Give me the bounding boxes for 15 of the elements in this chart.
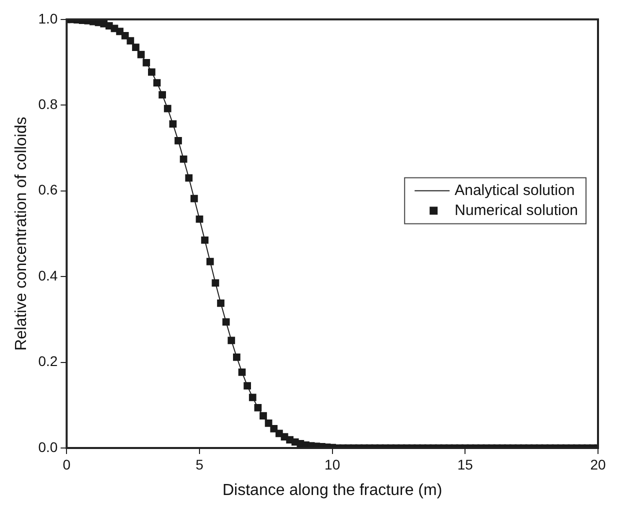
x-tick-label: 0 <box>62 456 71 472</box>
y-tick-label: 0.6 <box>38 182 58 198</box>
legend-label: Analytical solution <box>454 182 575 199</box>
y-tick-label: 0.0 <box>38 438 58 455</box>
y-tick-label: 0.2 <box>38 353 58 370</box>
y-axis-title: Relative concentration of colloids <box>13 116 30 351</box>
y-tick-label: 0.8 <box>38 96 58 112</box>
y-tick-label: 0.4 <box>38 267 58 284</box>
x-tick-label: 20 <box>590 456 606 472</box>
x-tick-label: 10 <box>324 456 340 472</box>
y-tick-label: 1.0 <box>38 10 58 26</box>
legend-label: Numerical solution <box>454 202 578 219</box>
x-tick-label: 5 <box>196 456 204 472</box>
x-tick-label: 15 <box>457 456 474 472</box>
x-axis-title: Distance along the fracture (m) <box>222 482 442 499</box>
